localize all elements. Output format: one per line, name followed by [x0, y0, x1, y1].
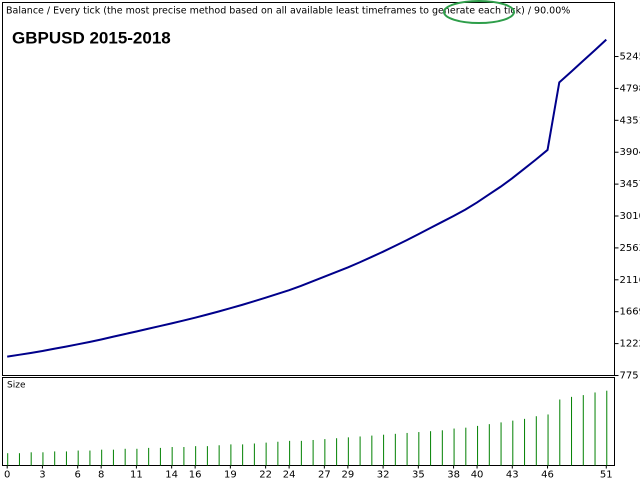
x-tick-label: 16: [189, 470, 202, 480]
x-tick-label: 3: [39, 470, 45, 480]
y-tick-label: 1222: [620, 339, 640, 350]
x-tick-label: 27: [318, 470, 331, 480]
header: Balance / Every tick (the most precise m…: [6, 6, 570, 17]
y-tick-label: 5245: [620, 52, 640, 63]
y-tick-label: 4798: [620, 83, 640, 94]
y-tick-label: 1669: [620, 307, 640, 318]
x-tick-label: 11: [130, 470, 143, 480]
y-tick-label: 3010: [620, 211, 640, 222]
y-tick-label: 775: [620, 371, 639, 382]
x-tick-label: 6: [74, 470, 80, 480]
x-tick-label: 51: [600, 470, 613, 480]
x-tick-label: 29: [341, 470, 354, 480]
y-tick-label: 4351: [620, 115, 640, 126]
x-tick-label: 38: [447, 470, 460, 480]
main-plot-frame: [2, 2, 615, 376]
y-tick-label: 3457: [620, 179, 640, 190]
balance-line: [7, 38, 607, 358]
x-tick-label: 40: [471, 470, 484, 480]
x-tick-label: 8: [98, 470, 104, 480]
size-title: Size: [7, 381, 26, 391]
highlight-ellipse: [443, 0, 515, 24]
x-tick-label: 46: [541, 470, 554, 480]
x-tick-label: 43: [506, 470, 519, 480]
size-plot-frame: [2, 377, 615, 466]
x-tick-label: 24: [283, 470, 296, 480]
x-tick-label: 32: [377, 470, 390, 480]
x-tick-label: 35: [412, 470, 425, 480]
chart-title: GBPUSD 2015-2018: [12, 28, 171, 47]
x-tick-label: 14: [165, 470, 178, 480]
y-tick-label: 2116: [620, 275, 640, 286]
x-tick-label: 19: [224, 470, 237, 480]
x-tick-label: 0: [4, 470, 10, 480]
x-tick-label: 22: [259, 470, 272, 480]
